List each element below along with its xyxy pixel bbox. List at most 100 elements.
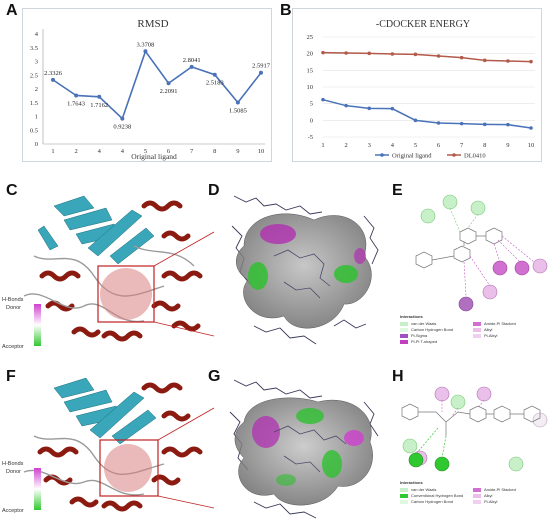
dl0410-point bbox=[367, 51, 372, 56]
ligand-2d-h bbox=[401, 403, 541, 436]
legend-h-item: Amide-Pi Stacked bbox=[484, 487, 516, 492]
interaction-diagram-h: Interactions van der Waals Amide-Pi Stac… bbox=[394, 372, 550, 520]
interaction-diagram-e: Interactions van der Waals Amide-Pi Stac… bbox=[394, 186, 550, 358]
original-ligand-point bbox=[506, 122, 510, 127]
cdocker-x-tick: 5 bbox=[414, 142, 417, 149]
rmsd-chart-title: RMSD bbox=[137, 18, 168, 30]
original-ligand-point bbox=[367, 106, 372, 111]
rmsd-data-point bbox=[97, 94, 102, 99]
rmsd-chart-frame: RMSD 0 0.5 1 1.5 2 2.5 3 3.5 4 1 2 4 4 5 6 7 8 9 10 2.332… bbox=[22, 8, 272, 162]
original-ligand-point bbox=[529, 126, 533, 130]
rmsd-y-tick: 0.5 bbox=[30, 127, 38, 134]
dl0410-point bbox=[482, 58, 487, 63]
cdocker-y-tick: 0 bbox=[310, 117, 313, 124]
legend-h-item: Alkyl bbox=[484, 493, 493, 498]
original-ligand-point bbox=[482, 122, 487, 127]
cdocker-x-tick: 8 bbox=[483, 142, 486, 149]
rmsd-data-point bbox=[212, 72, 217, 77]
legend-e-item: Carbon Hydrogen Bond bbox=[411, 327, 454, 332]
ligand-sticks-g bbox=[229, 379, 379, 519]
original-ligand-point bbox=[321, 97, 325, 102]
hbond-legend-c: H-Bonds Donor Acceptor bbox=[2, 297, 41, 350]
legend-h: Interactions van der Waals Amide-Pi Stac… bbox=[400, 480, 546, 505]
rmsd-y-tick: 1 bbox=[35, 114, 38, 121]
cdocker-chart: -CDOCKER ENERGY -5 0 5 10 15 20 25 1 2 3 4 5 6 7 8 9 10… bbox=[307, 19, 535, 160]
rmsd-data-point bbox=[51, 77, 55, 82]
legend-dl0410: DL0410 bbox=[464, 153, 486, 160]
cdocker-y-tick: 10 bbox=[307, 84, 314, 91]
legend-e-item: Amide-Pi Stacked bbox=[484, 321, 516, 326]
rmsd-data-point bbox=[120, 116, 125, 121]
rmsd-data-point bbox=[235, 100, 240, 105]
panel-label-e: E bbox=[392, 182, 403, 199]
hbond-title-f: H-Bonds bbox=[2, 461, 24, 467]
hbond-title: H-Bonds bbox=[2, 297, 24, 303]
cdocker-x-tick: 3 bbox=[368, 142, 371, 149]
dl0410-point bbox=[459, 55, 464, 60]
surface-view-g bbox=[214, 372, 394, 520]
original-ligand-point bbox=[390, 106, 395, 111]
dl0410-point bbox=[413, 52, 418, 57]
cdocker-y-tick: 5 bbox=[310, 101, 313, 108]
legend-original-ligand: Original ligand bbox=[392, 153, 432, 160]
rmsd-data-label: 2.8041 bbox=[183, 57, 201, 64]
rmsd-data-label: 1.7643 bbox=[67, 100, 85, 107]
rmsd-x-tick: 8 bbox=[213, 148, 216, 155]
rmsd-y-tick: 1.5 bbox=[30, 100, 38, 107]
rmsd-series-line bbox=[52, 49, 262, 121]
rmsd-x-tick: 10 bbox=[258, 148, 265, 155]
original-ligand-series-line bbox=[322, 98, 532, 129]
dl0410-point bbox=[344, 51, 348, 55]
legend-e: Interactions van der Waals Amide-Pi Stac… bbox=[400, 314, 546, 345]
binding-site-surface-f bbox=[104, 444, 152, 492]
dl0410-series-line bbox=[322, 51, 532, 63]
residue-bubbles-h bbox=[402, 386, 548, 472]
rmsd-y-tick: 2 bbox=[35, 86, 38, 93]
cdocker-x-tick: 10 bbox=[528, 142, 535, 149]
beta-sheet-region-f bbox=[53, 377, 157, 445]
rmsd-x-tick: 6 bbox=[167, 148, 171, 155]
legend-h-item: van der Waals bbox=[411, 487, 437, 492]
original-ligand-point bbox=[413, 118, 418, 123]
helix-region bbox=[39, 200, 203, 342]
panel-label-b: B bbox=[280, 2, 292, 19]
cdocker-x-tick: 6 bbox=[437, 142, 441, 149]
original-ligand-point bbox=[344, 103, 348, 108]
original-ligand-point bbox=[436, 121, 441, 125]
cdocker-y-tick: -5 bbox=[308, 134, 313, 141]
rmsd-y-tick: 4 bbox=[35, 31, 39, 38]
dl0410-point bbox=[390, 52, 395, 56]
cdocker-chart-title: -CDOCKER ENERGY bbox=[376, 19, 470, 30]
rmsd-y-tick: 3 bbox=[35, 59, 38, 66]
binding-site-box-f bbox=[99, 439, 159, 497]
binding-site-surface bbox=[100, 268, 152, 320]
cdocker-x-tick: 9 bbox=[506, 142, 509, 149]
cdocker-x-tick: 7 bbox=[460, 142, 464, 149]
cdocker-x-tick: 2 bbox=[344, 142, 347, 149]
panel-label-d: D bbox=[208, 182, 220, 199]
hbond-legend-f: H-Bonds Donor Acceptor bbox=[2, 461, 41, 514]
rmsd-x-tick: 1 bbox=[51, 148, 54, 155]
legend-h-item: Pi-Alkyl bbox=[484, 499, 498, 504]
legend-e-item: van der Waals bbox=[411, 321, 437, 326]
rmsd-x-tick: 4 bbox=[98, 148, 102, 155]
rmsd-y-tick: 2.5 bbox=[30, 72, 38, 79]
rmsd-data-label: 2.5917 bbox=[252, 63, 271, 70]
panel-label-h: H bbox=[392, 368, 404, 385]
panel-label-a: A bbox=[6, 2, 18, 19]
ligand-2d-e bbox=[415, 227, 503, 269]
legend-h-item: Conventional Hydrogen Bond bbox=[411, 493, 464, 498]
dl0410-point bbox=[506, 59, 510, 63]
legend-e-item: Pi-Pi T-shaped bbox=[411, 339, 438, 344]
residue-bubbles-e bbox=[420, 194, 548, 312]
legend-e-item: Pi-Sigma bbox=[411, 333, 428, 338]
panel-label-g: G bbox=[208, 368, 221, 385]
rmsd-x-tick: 5 bbox=[144, 148, 147, 155]
legend-h-item: Carbon Hydrogen Bond bbox=[411, 499, 454, 504]
rmsd-x-axis-label: Original ligand bbox=[131, 152, 177, 161]
rmsd-x-tick: 2 bbox=[74, 148, 77, 155]
hbond-donor: Donor bbox=[6, 305, 21, 311]
rmsd-data-label: 0.9238 bbox=[113, 124, 131, 131]
cdocker-y-tick: 20 bbox=[307, 51, 314, 58]
dl0410-point bbox=[321, 50, 325, 55]
